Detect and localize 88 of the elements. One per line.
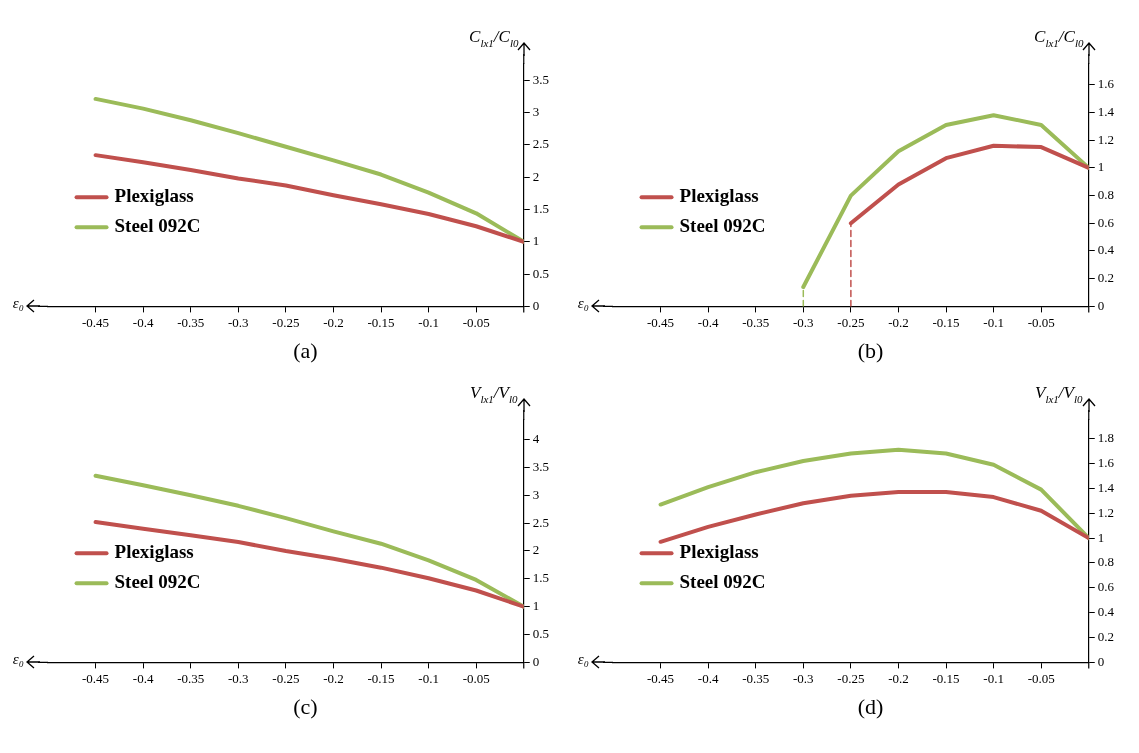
y-tick-label: 0.8	[1097, 187, 1114, 203]
y-tick-label: 1.6	[1097, 76, 1115, 92]
y-tick-label: 1.6	[1097, 454, 1115, 470]
y-tick-label: 3.5	[532, 71, 549, 87]
x-tick-label: -0.4	[132, 670, 154, 686]
y-tick-label: 2	[532, 168, 540, 184]
y-tick-label: 0	[1097, 653, 1105, 669]
y-tick-label: 0.2	[1097, 270, 1114, 286]
legend-label: Plexiglass	[679, 185, 759, 207]
x-axis-title: ε₀	[577, 295, 589, 312]
y-tick-label: 1	[1097, 529, 1105, 545]
y-tick-label: 0.8	[1097, 554, 1114, 570]
y-tick-label: 2.5	[532, 514, 549, 530]
x-tick-label: -0.1	[418, 314, 439, 330]
x-tick-label: -0.45	[82, 670, 110, 686]
x-tick-label: -0.15	[367, 670, 395, 686]
x-tick-label: -0.45	[647, 314, 675, 330]
y-tick-label: 1.5	[532, 200, 549, 216]
x-tick-label: -0.4	[697, 670, 719, 686]
x-tick-label: -0.3	[793, 670, 814, 686]
x-axis-title: ε₀	[12, 651, 24, 668]
y-tick-label: 0	[532, 653, 540, 669]
y-tick-label: 0	[1097, 297, 1105, 313]
y-tick-label: 1.2	[1097, 504, 1114, 520]
y-tick-label: 1.5	[532, 570, 549, 586]
x-tick-label: -0.15	[932, 670, 960, 686]
x-tick-label: -0.45	[647, 670, 675, 686]
x-tick-label: -0.3	[228, 670, 249, 686]
x-tick-label: -0.2	[323, 670, 344, 686]
x-tick-label: -0.15	[367, 314, 395, 330]
x-tick-label: -0.4	[132, 314, 154, 330]
x-tick-label: -0.15	[932, 314, 960, 330]
y-tick-label: 3.5	[532, 458, 549, 474]
x-tick-label: -0.05	[462, 670, 490, 686]
x-tick-label: -0.35	[742, 314, 770, 330]
legend-label: Steel 092C	[679, 215, 766, 237]
y-tick-label: 3	[532, 486, 540, 502]
y-tick-label: 2	[532, 542, 540, 558]
legend-label: Steel 092C	[679, 571, 766, 593]
legend-label: Steel 092C	[114, 571, 201, 593]
y-tick-label: 0.6	[1097, 579, 1115, 595]
text: (d)	[856, 694, 885, 720]
x-tick-label: -0.05	[1027, 314, 1055, 330]
x-tick-label: -0.25	[837, 314, 865, 330]
y-tick-label: 1.4	[1097, 103, 1115, 119]
x-axis-title: ε₀	[577, 651, 589, 668]
y-tick-label: 2.5	[532, 136, 549, 152]
y-tick-label: 1.8	[1097, 430, 1114, 446]
y-tick-label: 3	[532, 103, 540, 119]
x-tick-label: -0.05	[462, 314, 490, 330]
legend-label: Plexiglass	[114, 185, 194, 207]
text: (b)	[856, 338, 885, 364]
x-tick-label: -0.1	[983, 670, 1004, 686]
x-tick-label: -0.25	[272, 670, 300, 686]
y-tick-label: 0.4	[1097, 242, 1115, 258]
y-tick-label: 0.6	[1097, 214, 1115, 230]
x-tick-label: -0.25	[272, 314, 300, 330]
y-tick-label: 0	[532, 297, 540, 313]
legend-label: Steel 092C	[114, 215, 201, 237]
y-tick-label: 4	[532, 430, 540, 446]
x-tick-label: -0.25	[837, 670, 865, 686]
y-tick-label: 1	[532, 233, 540, 249]
x-tick-label: -0.1	[418, 670, 439, 686]
y-tick-label: 0.2	[1097, 628, 1114, 644]
y-tick-label: 1	[532, 598, 540, 614]
x-tick-label: -0.2	[888, 670, 909, 686]
y-tick-label: 1.4	[1097, 479, 1115, 495]
x-tick-label: -0.35	[177, 314, 205, 330]
x-tick-label: -0.45	[82, 314, 110, 330]
x-tick-label: -0.1	[983, 314, 1004, 330]
y-tick-label: 1.2	[1097, 131, 1114, 147]
text: (c)	[292, 694, 319, 720]
x-tick-label: -0.35	[742, 670, 770, 686]
x-tick-label: -0.35	[177, 670, 205, 686]
x-tick-label: -0.2	[323, 314, 344, 330]
x-tick-label: -0.2	[888, 314, 909, 330]
text: (a)	[292, 338, 319, 364]
y-tick-label: 0.4	[1097, 604, 1115, 620]
y-tick-label: 0.5	[532, 625, 549, 641]
legend-label: Plexiglass	[114, 541, 194, 563]
x-tick-label: -0.05	[1027, 670, 1055, 686]
y-tick-label: 0.5	[532, 265, 549, 281]
legend-label: Plexiglass	[679, 541, 759, 563]
y-tick-label: 1	[1097, 159, 1105, 175]
x-axis-title: ε₀	[12, 295, 24, 312]
x-tick-label: -0.3	[228, 314, 249, 330]
x-tick-label: -0.4	[697, 314, 719, 330]
x-tick-label: -0.3	[793, 314, 814, 330]
